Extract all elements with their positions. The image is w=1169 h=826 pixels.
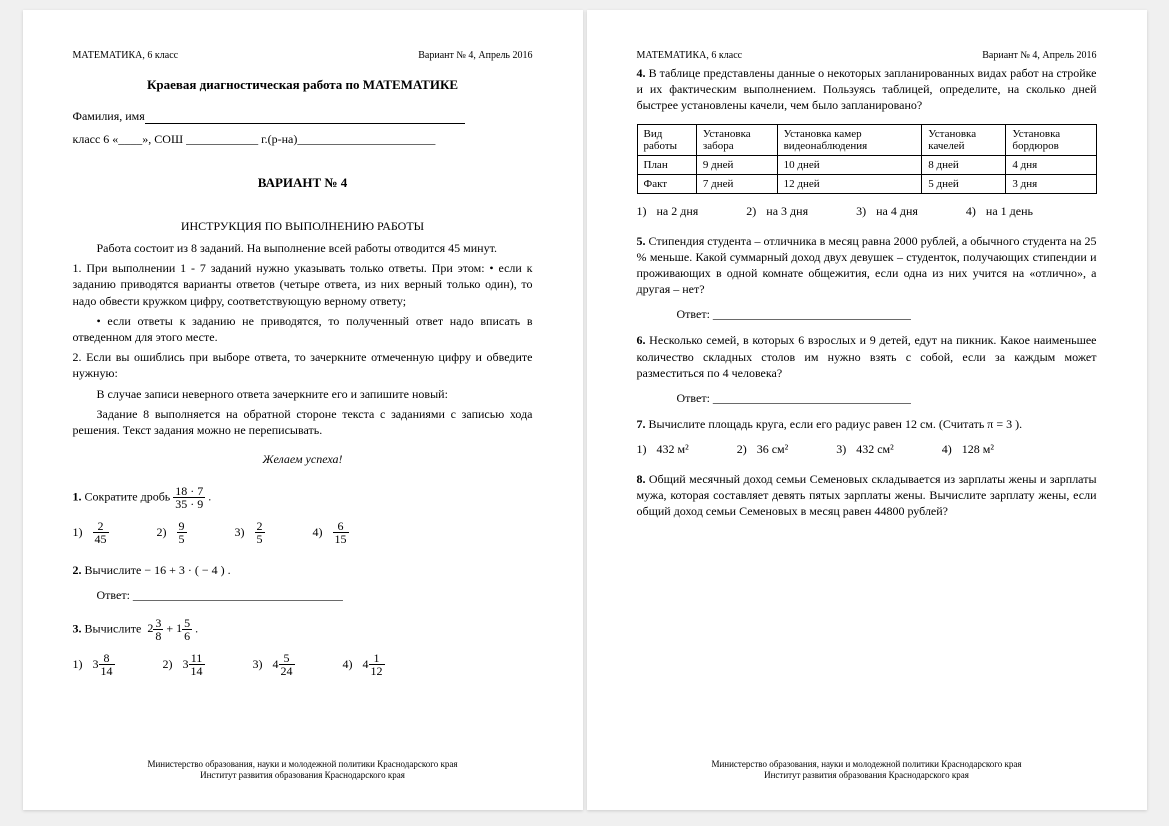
opt-4: 4)на 1 день <box>966 204 1033 219</box>
task-3-label: 3. <box>73 621 82 635</box>
lastname-underline <box>145 123 465 124</box>
task-1-text: Сократите дробь <box>85 489 171 503</box>
task-5: 5. Стипендия студента – отличника в меся… <box>637 233 1097 298</box>
col-h3: Установка качелей <box>922 124 1006 155</box>
task-5-answer: Ответ: _________________________________ <box>637 307 1097 322</box>
instr-p4: Задание 8 выполняется на обратной сторон… <box>73 406 533 438</box>
mixed-2: 156 <box>176 621 195 635</box>
task-3: 3. Вычислите 238 + 156 . <box>73 617 533 642</box>
footer-line-1: Министерство образования, науки и молоде… <box>23 759 583 771</box>
footer-line-1: Министерство образования, науки и молоде… <box>587 759 1147 771</box>
col-h2: Установка камер видеонаблюдения <box>777 124 922 155</box>
opt-2: 2)36 см² <box>737 442 789 457</box>
subject-label: МАТЕМАТИКА, 6 класс <box>637 50 743 61</box>
instr-p3a: 2. Если вы ошиблись при выборе ответа, т… <box>73 349 533 381</box>
opt-3: 3)432 см² <box>836 442 894 457</box>
subject-label: МАТЕМАТИКА, 6 класс <box>73 50 179 61</box>
col-h0: Вид работы <box>637 124 696 155</box>
col-h1: Установка забора <box>696 124 777 155</box>
task-7: 7. Вычислите площадь круга, если его рад… <box>637 416 1097 432</box>
footer-line-2: Институт развития образования Краснодарс… <box>587 770 1147 782</box>
table-header-row: Вид работы Установка забора Установка ка… <box>637 124 1096 155</box>
frac-den: 35 · 9 <box>173 498 205 510</box>
instructions-title: ИНСТРУКЦИЯ ПО ВЫПОЛНЕНИЮ РАБОТЫ <box>73 219 533 234</box>
opt-3: 3)на 4 дня <box>856 204 918 219</box>
opt-4: 4)128 м² <box>942 442 994 457</box>
page-2: МАТЕМАТИКА, 6 класс Вариант № 4, Апрель … <box>587 10 1147 810</box>
col-h4: Установка бордюров <box>1006 124 1096 155</box>
class-line: класс 6 «____», СОШ ____________ г.(р-на… <box>73 132 533 147</box>
task-3-options: 1)3814 2)31114 3)4524 4)4112 <box>73 652 533 677</box>
task-1-options: 1)245 2)95 3)25 4)615 <box>73 520 533 545</box>
table-row: План 9 дней 10 дней 8 дней 4 дня <box>637 155 1096 174</box>
task-1-label: 1. <box>73 489 82 503</box>
opt-2: 2)31114 <box>163 652 205 677</box>
lastname-line: Фамилия, имя <box>73 109 533 124</box>
document-container: МАТЕМАТИКА, 6 класс Вариант № 4, Апрель … <box>0 0 1169 820</box>
task-6: 6. Несколько семей, в которых 6 взрослых… <box>637 332 1097 381</box>
page-footer: Министерство образования, науки и молоде… <box>587 759 1147 782</box>
table-row: Факт 7 дней 12 дней 5 дней 3 дня <box>637 174 1096 193</box>
variant-heading: ВАРИАНТ № 4 <box>73 175 533 191</box>
opt-4: 4)615 <box>313 520 349 545</box>
opt-2: 2)95 <box>157 520 187 545</box>
task-2-answer: Ответ: _________________________________… <box>73 588 533 603</box>
variant-date-label: Вариант № 4, Апрель 2016 <box>418 50 532 61</box>
task-1: 1. Сократите дробь 18 · 7 35 · 9 . <box>73 485 533 510</box>
opt-1: 1)432 м² <box>637 442 689 457</box>
task-4-text: В таблице представлены данные о некоторы… <box>637 66 1097 112</box>
task-2-text: Вычислите − 16 + 3 · ( − 4 ) . <box>85 563 231 577</box>
task-4: 4. В таблице представлены данные о некот… <box>637 65 1097 114</box>
opt-3: 3)25 <box>235 520 265 545</box>
opt-3: 3)4524 <box>253 652 295 677</box>
task-2-label: 2. <box>73 563 82 577</box>
opt-4: 4)4112 <box>343 652 385 677</box>
instr-p3b: В случае записи неверного ответа зачеркн… <box>73 386 533 402</box>
page-footer: Министерство образования, науки и молоде… <box>23 759 583 782</box>
footer-line-2: Институт развития образования Краснодарс… <box>23 770 583 782</box>
task-8: 8. Общий месячный доход семьи Семеновых … <box>637 471 1097 520</box>
opt-1: 1)245 <box>73 520 109 545</box>
variant-date-label: Вариант № 4, Апрель 2016 <box>982 50 1096 61</box>
task-3-text: Вычислите <box>85 621 142 635</box>
instr-p1: Работа состоит из 8 заданий. На выполнен… <box>73 240 533 256</box>
task-5-label: 5. <box>637 234 646 248</box>
task-5-text: Стипендия студента – отличника в месяц р… <box>637 234 1097 297</box>
task-1-fraction: 18 · 7 35 · 9 <box>173 485 205 510</box>
task-2: 2. Вычислите − 16 + 3 · ( − 4 ) . <box>73 563 533 578</box>
task-4-label: 4. <box>637 66 646 80</box>
page-header: МАТЕМАТИКА, 6 класс Вариант № 4, Апрель … <box>637 50 1097 61</box>
task-4-table: Вид работы Установка забора Установка ка… <box>637 124 1097 194</box>
task-6-label: 6. <box>637 333 646 347</box>
task-7-label: 7. <box>637 417 646 431</box>
instr-p2b: • если ответы к заданию не приводятся, т… <box>73 313 533 345</box>
task-8-text: Общий месячный доход семьи Семеновых скл… <box>637 472 1097 518</box>
task-6-text: Несколько семей, в которых 6 взрослых и … <box>637 333 1097 379</box>
document-title: Краевая диагностическая работа по МАТЕМА… <box>73 77 533 93</box>
opt-1: 1)на 2 дня <box>637 204 699 219</box>
page-1: МАТЕМАТИКА, 6 класс Вариант № 4, Апрель … <box>23 10 583 810</box>
task-4-options: 1)на 2 дня 2)на 3 дня 3)на 4 дня 4)на 1 … <box>637 204 1097 219</box>
instr-p2a: 1. При выполнении 1 - 7 заданий нужно ук… <box>73 260 533 309</box>
task-7-options: 1)432 м² 2)36 см² 3)432 см² 4)128 м² <box>637 442 1097 457</box>
opt-1: 1)3814 <box>73 652 115 677</box>
opt-2: 2)на 3 дня <box>746 204 808 219</box>
task-8-label: 8. <box>637 472 646 486</box>
page-header: МАТЕМАТИКА, 6 класс Вариант № 4, Апрель … <box>73 50 533 61</box>
task-6-answer: Ответ: _________________________________ <box>637 391 1097 406</box>
wish-text: Желаем успеха! <box>73 452 533 467</box>
lastname-label: Фамилия, имя <box>73 109 145 123</box>
mixed-1: 238 <box>147 621 166 635</box>
task-7-text: Вычислите площадь круга, если его радиус… <box>649 417 1023 431</box>
